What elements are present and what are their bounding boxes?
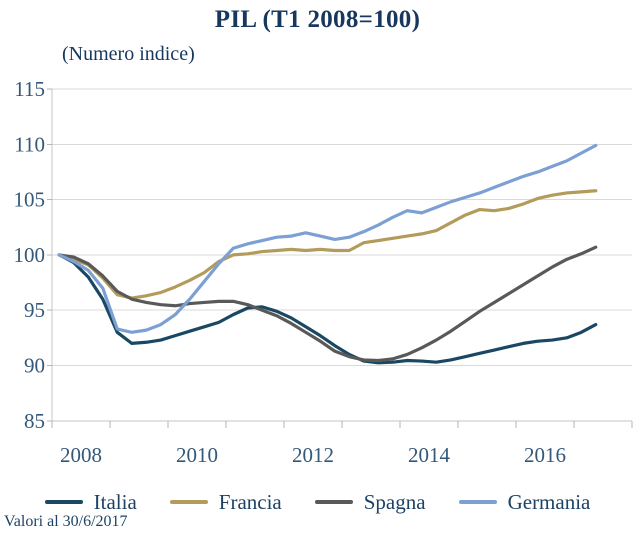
svg-text:100: 100 — [14, 243, 46, 267]
series-line-francia — [57, 189, 598, 300]
legend-item-francia: Francia — [169, 489, 282, 514]
legend-label-francia: Francia — [218, 489, 282, 514]
svg-text:2012: 2012 — [292, 443, 334, 467]
svg-text:115: 115 — [14, 77, 45, 101]
chart-title: PIL (T1 2008=100) — [214, 6, 421, 33]
legend-swatch-germania — [458, 500, 497, 504]
legend-swatch-spagna — [314, 500, 353, 504]
legend-label-germania: Germania — [507, 489, 591, 514]
legend-item-italia: Italia — [44, 489, 137, 514]
svg-text:2008: 2008 — [60, 443, 102, 467]
chart-footnote: Valori al 30/6/2017 — [4, 513, 128, 530]
legend-item-germania: Germania — [458, 489, 591, 514]
gridlines — [47, 88, 633, 428]
legend-label-italia: Italia — [93, 489, 137, 514]
svg-text:2010: 2010 — [176, 443, 218, 467]
x-axis-labels: 2008 2010 2012 2014 2016 — [60, 443, 566, 467]
y-axis-labels: 115 110 105 100 95 90 85 — [14, 77, 46, 433]
series-line-spagna — [57, 245, 598, 363]
legend-swatch-francia — [169, 500, 208, 504]
svg-text:95: 95 — [24, 298, 45, 322]
svg-text:2014: 2014 — [408, 443, 451, 467]
chart-subtitle: (Numero indice) — [62, 43, 195, 65]
svg-text:85: 85 — [24, 409, 45, 433]
chart-canvas: 115 110 105 100 95 90 85 2008 2010 2012 2014 2016 — [14, 77, 633, 467]
legend-label-spagna: Spagna — [363, 489, 426, 514]
legend-item-spagna: Spagna — [314, 489, 426, 514]
legend-swatch-italia — [44, 500, 83, 504]
series-lines — [57, 143, 598, 365]
svg-text:105: 105 — [14, 188, 46, 212]
svg-text:90: 90 — [24, 354, 45, 378]
legend: Italia Francia Spagna Germania — [0, 486, 635, 518]
svg-text:2016: 2016 — [524, 443, 566, 467]
series-line-italia — [57, 253, 598, 365]
series-line-germania — [57, 143, 598, 334]
svg-text:110: 110 — [14, 132, 45, 156]
